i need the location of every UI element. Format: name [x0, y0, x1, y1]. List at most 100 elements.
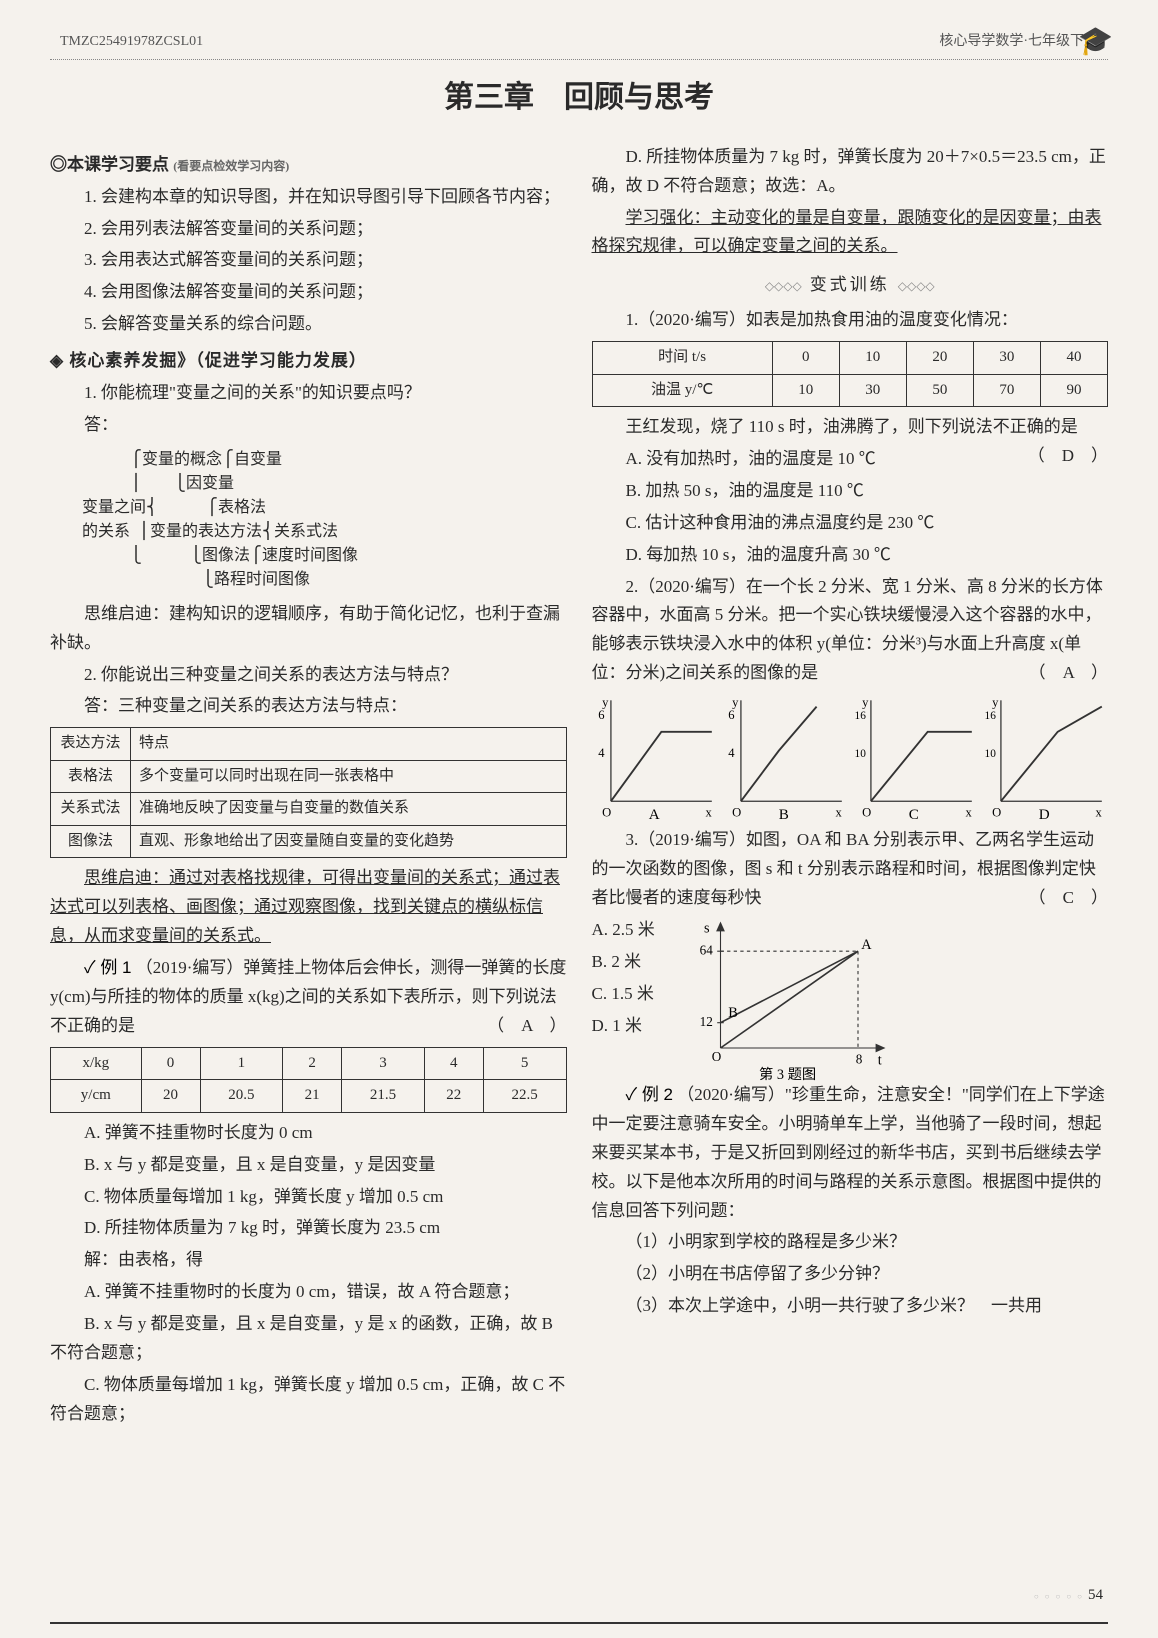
knowledge-bracket: ⎧变量的概念⎧自变量 ⎪ ⎩因变量 变量之间⎨ ⎧表格法 的关系 ⎪变量的表达方… — [82, 448, 567, 592]
mini-charts: 64 Oxy A 64 Oxy B 1610 Oxy C 161 — [592, 694, 1109, 820]
ex2-q1: （1）小明家到学校的路程是多少米？ — [592, 1228, 1109, 1257]
example-1: ✓ 例 1 （2019·编写）弹簧挂上物体后会伸长，测得一弹簧的长度 y(cm)… — [50, 954, 567, 1041]
table-row: 关系式法准确地反映了因变量与自变量的数值关系 — [51, 793, 567, 826]
ex1-sol-d: D. 所挂物体质量为 7 kg 时，弹簧长度为 20＋7×0.5＝23.5 cm… — [592, 143, 1109, 201]
v1-opt-d: D. 每加热 10 s，油的温度升高 30 ℃ — [592, 541, 1109, 570]
right-column: D. 所挂物体质量为 7 kg 时，弹簧长度为 20＋7×0.5＝23.5 cm… — [592, 143, 1109, 1432]
svg-text:y: y — [992, 696, 999, 710]
q1: 1. 你能梳理"变量之间的关系"的知识要点吗？ — [50, 379, 567, 408]
svg-text:O: O — [711, 1049, 721, 1064]
point-5: 5. 会解答变量关系的综合问题。 — [50, 310, 567, 339]
ex2-q2: （2）小明在书店停留了多少分钟？ — [592, 1260, 1109, 1289]
svg-text:第 3 题图: 第 3 题图 — [759, 1065, 816, 1081]
v3-answer: （ C ） — [995, 884, 1108, 913]
v3-opt-a: A. 2.5 米 — [592, 916, 682, 945]
svg-text:D: D — [1039, 807, 1050, 820]
ex1-sol-a: A. 弹簧不挂重物时的长度为 0 cm，错误，故 A 符合题意； — [50, 1278, 567, 1307]
svg-text:64: 64 — [699, 942, 713, 957]
footer-rule — [50, 1622, 1108, 1624]
header-book: 核心导学数学·七年级下册 — [939, 30, 1098, 54]
svg-text:B: B — [778, 807, 788, 820]
q1-insight: 思维启迪：建构知识的逻辑顺序，有助于简化记忆，也利于查漏补缺。 — [50, 600, 567, 658]
v1-answer: （ D ） — [994, 442, 1108, 471]
svg-text:x: x — [965, 805, 972, 819]
v3-opt-d: D. 1 米 — [592, 1012, 682, 1041]
svg-text:A: A — [861, 937, 872, 953]
q2-answer: 答：三种变量之间关系的表达方法与特点： — [50, 692, 567, 721]
chart-d: 16 10 Ox y D — [982, 694, 1108, 820]
chart-c: 16 10 Ox y C — [852, 694, 978, 820]
svg-text:t: t — [877, 1052, 881, 1068]
chapter-title: 第三章 回顾与思考 — [50, 72, 1108, 123]
table-row: 表格法多个变量可以同时出现在同一张表格中 — [51, 760, 567, 793]
svg-text:10: 10 — [984, 748, 996, 760]
v3-text: 3.（2019·编写）如图，OA 和 BA 分别表示甲、乙两名学生运动的一次函数… — [592, 826, 1109, 913]
v3-opt-b: B. 2 米 — [592, 948, 682, 977]
ex1-sol-b: B. x 与 y 都是变量，且 x 是自变量，y 是 x 的函数，正确，故 B … — [50, 1310, 567, 1368]
point-4: 4. 会用图像法解答变量间的关系问题； — [50, 278, 567, 307]
svg-text:4: 4 — [598, 746, 605, 760]
v3-opt-c: C. 1.5 米 — [592, 980, 682, 1009]
page-number: 54 — [1034, 1583, 1103, 1609]
v1-opt-b: B. 加热 50 s，油的温度是 110 ℃ — [592, 477, 1109, 506]
q2-insight: 思维启迪：通过对表格找规律，可得出变量间的关系式；通过表达式可以列表格、画图像；… — [50, 864, 567, 951]
v2-text: 2.（2020·编写）在一个长 2 分米、宽 1 分米、高 8 分米的长方体容器… — [592, 573, 1109, 689]
point-2: 2. 会用列表法解答变量间的关系问题； — [50, 215, 567, 244]
svg-text:16: 16 — [984, 710, 996, 722]
v2-answer: （ A ） — [995, 659, 1108, 688]
ex1-answer: （ A ） — [453, 1012, 566, 1041]
svg-text:B: B — [728, 1005, 738, 1021]
ex1-sol-c: C. 物体质量每增加 1 kg，弹簧长度 y 增加 0.5 cm，正确，故 C … — [50, 1371, 567, 1429]
svg-text:6: 6 — [598, 708, 604, 722]
svg-text:8: 8 — [855, 1051, 862, 1066]
svg-text:y: y — [732, 696, 739, 710]
study-points-note: (看要点检效学习内容) — [173, 159, 289, 173]
methods-table: 表达方法 特点 表格法多个变量可以同时出现在同一张表格中 关系式法准确地反映了因… — [50, 727, 567, 858]
study-points-label: ◎本课学习要点 — [50, 155, 169, 174]
core-heading: ◈ 核心素养发掘》（促进学习能力发展） — [50, 347, 567, 376]
svg-text:O: O — [602, 805, 611, 819]
q3-chart: s t O 64 12 8 A B 第 3 题图 — [692, 916, 892, 1081]
svg-text:y: y — [862, 696, 869, 710]
svg-text:4: 4 — [728, 746, 735, 760]
oil-table: 时间 t/s 0 10 20 30 40 油温 y/℃ 10 30 50 70 … — [592, 341, 1109, 407]
svg-text:10: 10 — [854, 748, 866, 760]
example-2: ✓ 例 2 （2020·编写）"珍重生命，注意安全！"同学们在上下学途中一定要注… — [592, 1081, 1109, 1225]
v3-options: A. 2.5 米 B. 2 米 C. 1.5 米 D. 1 米 — [592, 916, 682, 1044]
svg-text:x: x — [1095, 805, 1102, 819]
left-column: ◎本课学习要点 (看要点检效学习内容) 1. 会建构本章的知识导图，并在知识导图… — [50, 143, 567, 1432]
ex1-opt-d: D. 所挂物体质量为 7 kg 时，弹簧长度为 23.5 cm — [50, 1214, 567, 1243]
ex1-opt-a: A. 弹簧不挂重物时长度为 0 cm — [50, 1119, 567, 1148]
grad-cap-icon: 🎓 — [1078, 18, 1113, 66]
check-icon: ✓ 例 2 — [626, 1085, 674, 1104]
svg-text:O: O — [992, 805, 1001, 819]
point-1: 1. 会建构本章的知识导图，并在知识导图引导下回顾各节内容； — [50, 183, 567, 212]
svg-text:x: x — [705, 805, 712, 819]
ex1-sol-label: 解：由表格，得 — [50, 1246, 567, 1275]
svg-text:y: y — [602, 696, 609, 710]
svg-text:x: x — [835, 805, 842, 819]
svg-text:16: 16 — [854, 710, 866, 722]
chart-a: 6 4 Ox y A — [592, 694, 718, 820]
svg-text:s: s — [704, 920, 710, 936]
svg-text:C: C — [909, 807, 919, 820]
q1-answer-label: 答： — [50, 411, 567, 440]
ex1-opt-c: C. 物体质量每增加 1 kg，弹簧长度 y 增加 0.5 cm — [50, 1183, 567, 1212]
spring-table: x/kg 0 1 2 3 4 5 y/cm 20 20.5 21 21.5 22… — [50, 1047, 567, 1113]
ex2-q3: （3）本次上学途中，小明一共行驶了多少米？ 一共用 — [592, 1292, 1109, 1321]
check-icon: ✓ 例 1 — [84, 958, 132, 977]
svg-text:6: 6 — [728, 708, 734, 722]
strengthen: 学习强化：主动变化的量是自变量，跟随变化的是因变量；由表格探究规律，可以确定变量… — [592, 204, 1109, 262]
header-code: TMZC25491978ZCSL01 — [60, 30, 203, 54]
ex2-text: （2020·编写）"珍重生命，注意安全！"同学们在上下学途中一定要注意骑车安全。… — [592, 1085, 1105, 1220]
th-method: 表达方法 — [51, 728, 131, 761]
svg-text:O: O — [862, 805, 871, 819]
table-row: 图像法直观、形象地给出了因变量随自变量的变化趋势 — [51, 825, 567, 858]
svg-text:A: A — [648, 807, 659, 820]
chart-b: 64 Oxy B — [722, 694, 848, 820]
variant-heading: 变式训练 — [592, 271, 1109, 300]
ex1-opt-b: B. x 与 y 都是变量，且 x 是自变量，y 是因变量 — [50, 1151, 567, 1180]
v1-text: 1.（2020·编写）如表是加热食用油的温度变化情况： — [592, 306, 1109, 335]
v1-question: 王红发现，烧了 110 s 时，油沸腾了，则下列说法不正确的是 （ D ） — [592, 413, 1109, 442]
point-3: 3. 会用表达式解答变量间的关系问题； — [50, 246, 567, 275]
